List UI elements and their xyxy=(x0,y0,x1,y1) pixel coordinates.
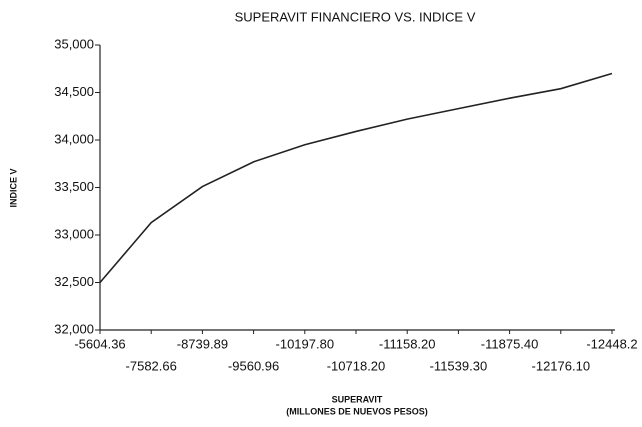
y-tick-label: 32,000 xyxy=(54,321,94,336)
x-tick-label: -12176.10 xyxy=(532,358,591,373)
x-tick-label: -11158.20 xyxy=(379,336,436,351)
x-axis-label: SUPERAVIT xyxy=(332,394,383,404)
y-tick-label: 34,000 xyxy=(54,131,94,146)
x-tick-label: -8739.89 xyxy=(177,336,228,351)
y-tick-label: 32,500 xyxy=(54,274,94,289)
x-tick-label: -11539.30 xyxy=(430,358,488,373)
y-tick-label: 33,500 xyxy=(54,179,94,194)
x-tick-label: -10197.80 xyxy=(276,336,335,351)
x-tick-label: -12448.2 xyxy=(586,336,637,351)
y-tick-label: 35,000 xyxy=(54,36,94,51)
y-tick-label: 33,000 xyxy=(54,226,94,241)
x-tick-label: -9560.96 xyxy=(228,358,279,373)
line xyxy=(99,72,613,284)
x-tick-label: -7582.66 xyxy=(126,358,177,373)
x-axis-label: (MILLONES DE NUEVOS PESOS) xyxy=(286,406,428,416)
y-tick-label: 34,500 xyxy=(54,84,94,99)
chart-title: SUPERAVIT FINANCIERO VS. INDICE V xyxy=(235,9,476,24)
x-tick-label: -10718.20 xyxy=(327,358,386,373)
x-tick-label: -5604.36 xyxy=(74,336,125,351)
x-tick-label: -11875.40 xyxy=(481,336,539,351)
y-axis-label: INDICE V xyxy=(8,168,18,207)
